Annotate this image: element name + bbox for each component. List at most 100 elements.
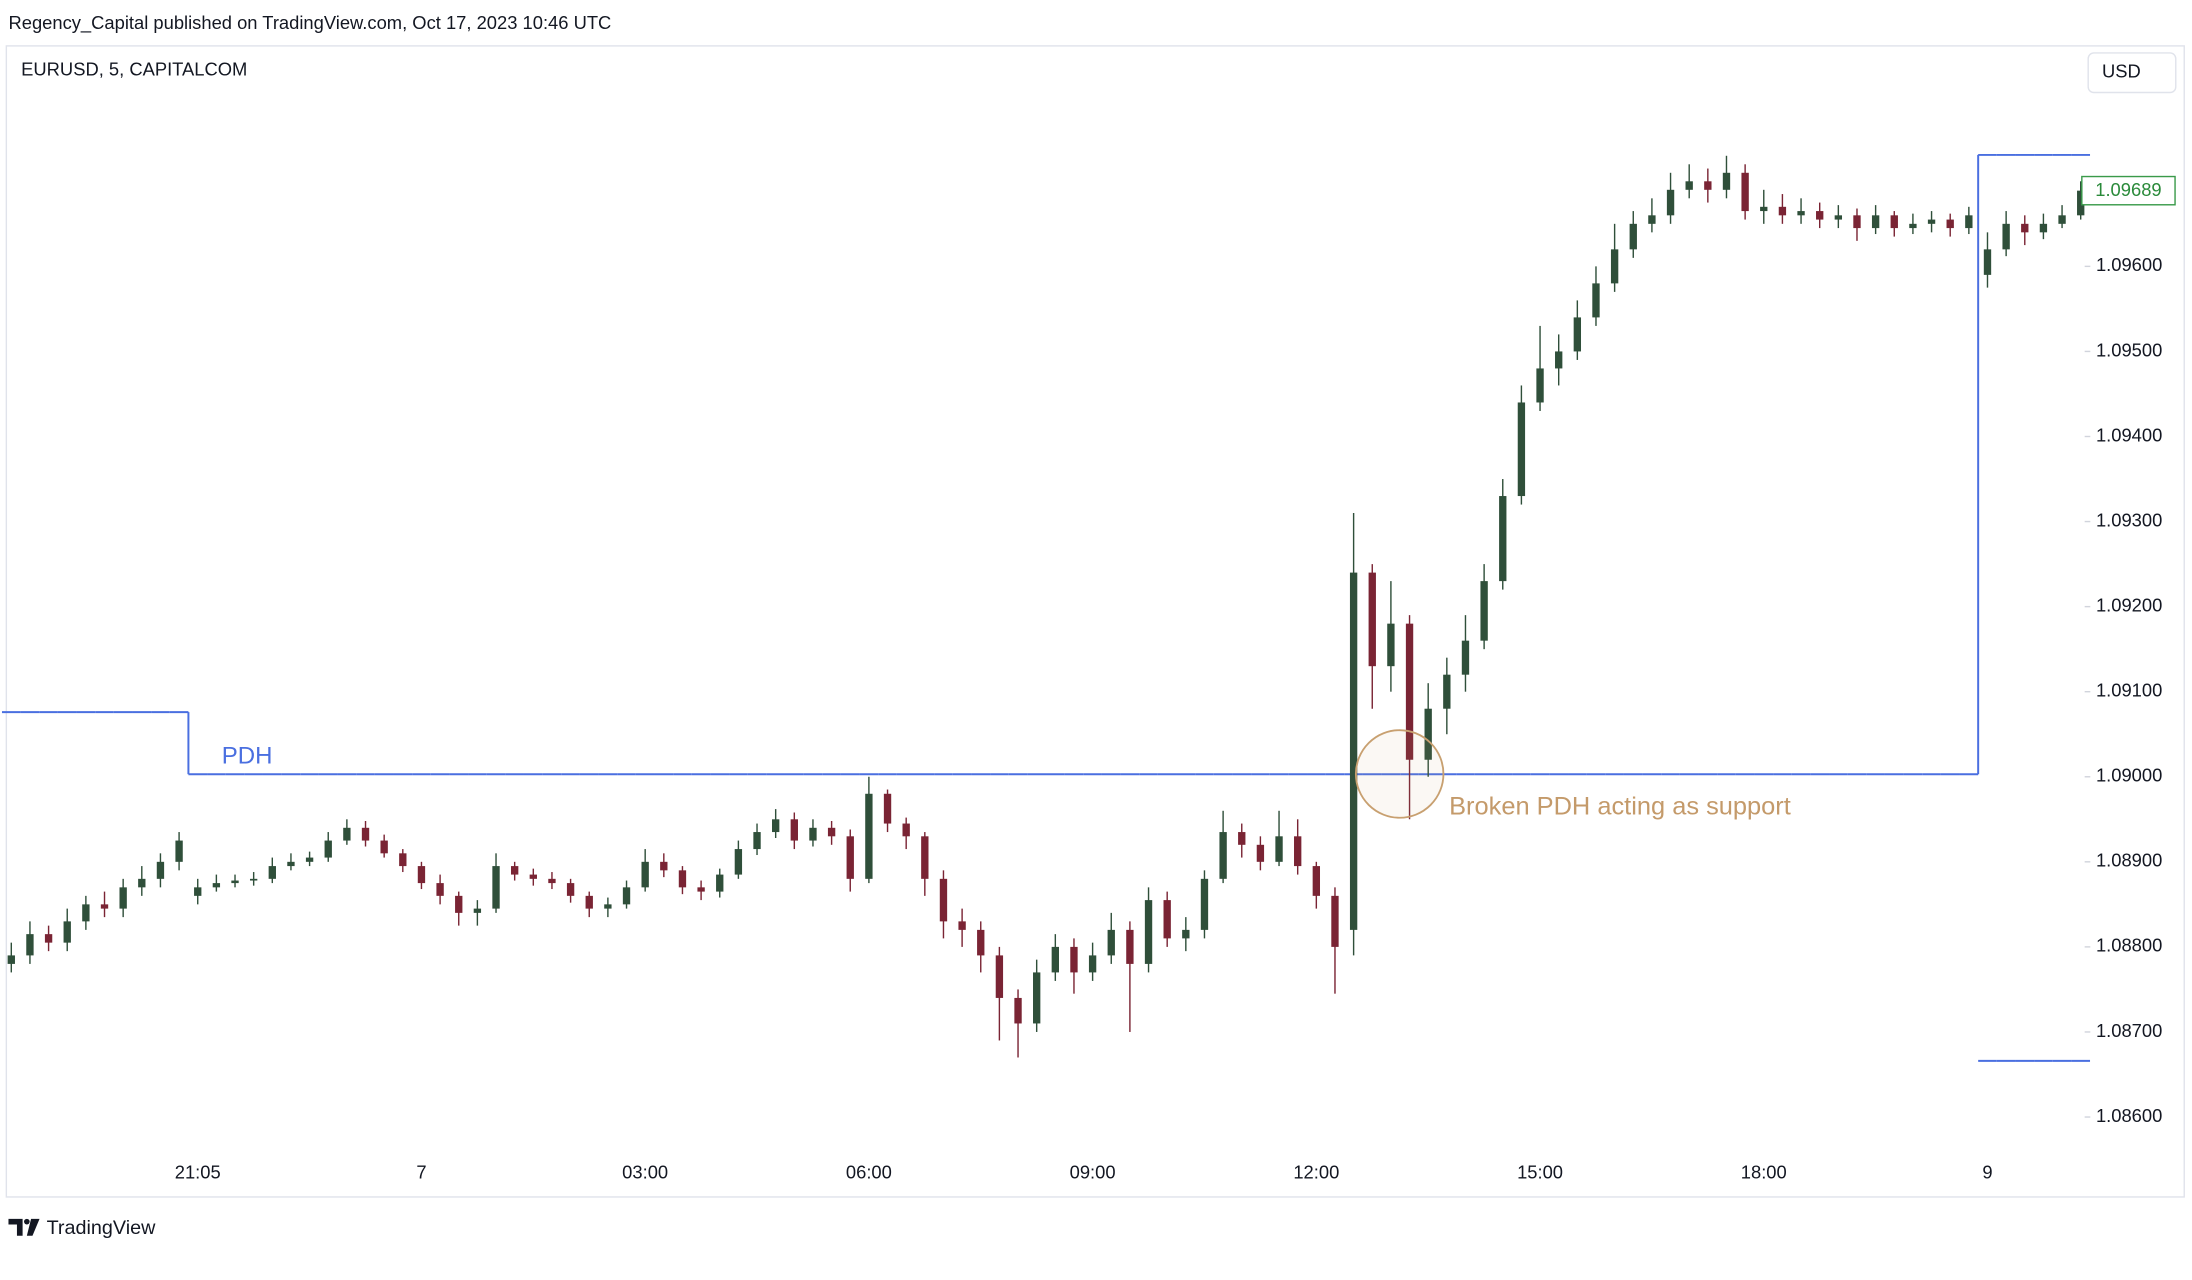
- candle-body: [1517, 402, 1526, 497]
- candle-body: [1797, 211, 1805, 216]
- candle-body: [790, 819, 798, 841]
- currency-label[interactable]: USD: [2102, 61, 2141, 82]
- candle-body: [716, 874, 724, 892]
- y-tick-label: 1.08600: [2096, 1105, 2162, 1126]
- y-tick-label: 1.09000: [2096, 765, 2162, 786]
- candle-body: [995, 955, 1004, 998]
- candle-body: [492, 866, 500, 909]
- candle-body: [604, 904, 612, 909]
- candle-body: [1294, 836, 1302, 867]
- candle-body: [2058, 215, 2066, 224]
- x-tick-label: 7: [416, 1161, 426, 1182]
- candle-body: [1163, 900, 1171, 939]
- x-tick-label: 15:00: [1517, 1161, 1563, 1182]
- candle-body: [827, 827, 836, 837]
- candle-body: [1592, 283, 1600, 318]
- candle-body: [1480, 581, 1488, 641]
- candle-body: [566, 883, 575, 896]
- candle-body: [1499, 496, 1507, 582]
- candle-body: [939, 878, 948, 922]
- candle-body: [1275, 836, 1283, 862]
- candle-body: [1648, 215, 1656, 224]
- candle-body: [510, 866, 519, 875]
- candle-body: [2002, 223, 2010, 250]
- candle-body: [287, 861, 295, 867]
- candle-body: [1666, 189, 1675, 216]
- candle-body: [1200, 878, 1209, 930]
- candle-body: [1182, 929, 1190, 939]
- tv-logo: [8, 1218, 40, 1236]
- candle-body: [1741, 172, 1749, 212]
- candle-body: [1536, 368, 1544, 403]
- candle-body: [473, 908, 482, 913]
- candle-body: [734, 849, 743, 875]
- candle-body: [1014, 997, 1022, 1024]
- candle-body: [1610, 249, 1619, 284]
- candle-body: [1144, 900, 1153, 964]
- candle-body: [361, 827, 370, 841]
- x-tick-label: 09:00: [1070, 1161, 1116, 1182]
- currency-button[interactable]: [2087, 52, 2177, 94]
- candle-body: [883, 793, 892, 824]
- candle-body: [1760, 206, 1768, 212]
- y-tick-label: 1.09500: [2096, 339, 2162, 360]
- candle-body: [1033, 972, 1041, 1024]
- candle-body: [1983, 249, 1992, 275]
- candle-body: [1126, 929, 1134, 964]
- candle-body: [1256, 844, 1265, 862]
- candle-body: [138, 878, 146, 888]
- candle-body: [2021, 223, 2029, 233]
- candle-body: [865, 793, 873, 879]
- candle-body: [324, 840, 332, 858]
- y-tick-label: 1.09400: [2096, 424, 2162, 445]
- candle-body: [399, 853, 407, 867]
- candle-body: [305, 857, 314, 862]
- candle-body: [1387, 623, 1395, 667]
- y-tick-label: 1.09600: [2096, 254, 2162, 275]
- candle-body: [26, 934, 34, 956]
- candle-body: [194, 887, 202, 896]
- candle-body: [697, 887, 705, 892]
- candle-body: [1778, 206, 1787, 216]
- candle-body: [641, 861, 649, 888]
- candle-body: [753, 832, 761, 850]
- candle-body: [268, 866, 276, 879]
- y-tick-label: 1.08700: [2096, 1020, 2162, 1041]
- chart-frame: [5, 45, 2185, 1198]
- candle-body: [1070, 946, 1078, 973]
- x-tick-label: 06:00: [846, 1161, 892, 1182]
- candle-body: [1238, 832, 1246, 845]
- candle-body: [249, 878, 258, 881]
- candle-body: [63, 921, 71, 943]
- candle-body: [1368, 572, 1376, 667]
- y-tick-label: 1.08800: [2096, 935, 2162, 956]
- y-tick-label: 1.09200: [2096, 594, 2162, 615]
- candle-body: [1853, 215, 1861, 229]
- candle-body: [7, 955, 15, 964]
- x-tick-label: 18:00: [1741, 1161, 1787, 1182]
- candle-body: [958, 921, 966, 930]
- x-tick-label: 21:05: [175, 1161, 221, 1182]
- candle-body: [1443, 674, 1451, 709]
- plot-area: 1.08600 1.08700 1.08800 1.08900 1.09000 1.091…: [1, 153, 2176, 1182]
- candle-body: [2039, 223, 2048, 233]
- candle-body: [212, 883, 221, 888]
- candle-body: [1927, 219, 1936, 224]
- candle-body: [156, 861, 165, 879]
- candle-body: [417, 866, 426, 884]
- annotation-circle: [1354, 729, 1445, 819]
- candle-body: [1573, 317, 1582, 352]
- candle-body: [1909, 223, 1917, 229]
- symbol-title: EURUSD, 5, CAPITALCOM: [21, 58, 247, 79]
- candle-body: [809, 827, 817, 841]
- candle-body: [548, 878, 556, 884]
- candle-body: [1312, 866, 1321, 896]
- candle-body: [82, 904, 90, 922]
- candle-body: [977, 929, 985, 956]
- y-tick-label: 1.09300: [2096, 509, 2162, 530]
- candle-body: [1629, 223, 1637, 250]
- x-tick-label: 12:00: [1293, 1161, 1339, 1182]
- candle-body: [1871, 215, 1880, 229]
- candle-body: [44, 934, 53, 943]
